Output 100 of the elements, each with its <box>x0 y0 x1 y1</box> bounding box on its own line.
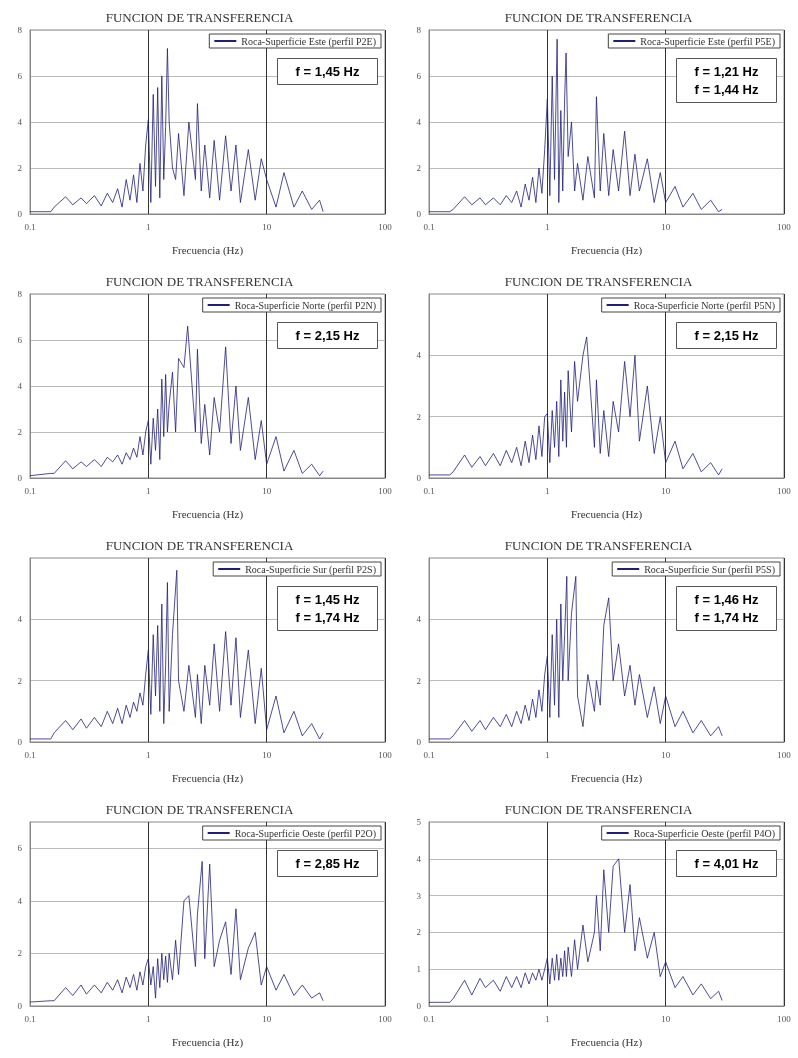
annotation: f = 1,45 Hz <box>295 592 360 607</box>
y-tick-label: 6 <box>17 71 23 81</box>
y-tick-label: 0 <box>17 1001 23 1011</box>
legend-label: Roca-Superficie Este (perfil P5E) <box>640 35 776 48</box>
x-axis-title: Frecuencia (Hz) <box>570 1035 643 1049</box>
chart-title: FUNCION DE TRANSFERENCIA <box>504 10 693 25</box>
x-tick-label: 10 <box>262 485 272 496</box>
y-tick-label: 1 <box>416 964 421 975</box>
legend-label: Roca-Superficie Norte (perfil P2N) <box>234 299 377 312</box>
y-tick-label: 8 <box>17 25 23 35</box>
x-tick-label: 0.1 <box>423 221 435 232</box>
x-tick-label: 100 <box>378 1013 393 1024</box>
x-tick-label: 0.1 <box>24 485 36 496</box>
legend-label: Roca-Superficie Sur (perfil P2S) <box>245 563 377 576</box>
x-tick-label: 100 <box>777 749 792 760</box>
x-tick-label: 1 <box>545 485 550 496</box>
x-tick-label: 0.1 <box>24 749 36 760</box>
x-tick-label: 1 <box>545 749 550 760</box>
x-tick-label: 100 <box>378 749 393 760</box>
x-tick-label: 10 <box>661 485 671 496</box>
y-tick-label: 0 <box>416 1001 422 1011</box>
y-tick-label: 3 <box>416 890 422 901</box>
x-tick-label: 1 <box>545 1013 550 1024</box>
y-tick-label: 2 <box>416 163 421 173</box>
x-tick-label: 100 <box>777 1013 792 1024</box>
chart-title: FUNCION DE TRANSFERENCIA <box>105 274 294 289</box>
y-tick-label: 0 <box>416 737 422 747</box>
x-tick-label: 0.1 <box>24 1013 36 1024</box>
x-axis-title: Frecuencia (Hz) <box>171 507 244 521</box>
x-tick-label: 100 <box>777 485 792 496</box>
y-tick-label: 2 <box>17 163 22 173</box>
annotation: f = 1,44 Hz <box>694 82 759 97</box>
y-tick-label: 0 <box>416 209 422 219</box>
y-tick-label: 4 <box>17 614 23 625</box>
annotation: f = 2,85 Hz <box>295 856 360 871</box>
annotation: f = 4,01 Hz <box>694 856 759 871</box>
x-tick-label: 10 <box>661 221 671 232</box>
annotation: f = 1,74 Hz <box>694 610 759 625</box>
chart-title: FUNCION DE TRANSFERENCIA <box>105 10 294 25</box>
x-tick-label: 10 <box>661 749 671 760</box>
y-tick-label: 2 <box>17 948 22 959</box>
x-tick-label: 1 <box>146 221 151 232</box>
y-tick-label: 0 <box>17 737 23 747</box>
y-tick-label: 4 <box>416 614 422 625</box>
y-tick-label: 4 <box>17 381 23 391</box>
y-tick-label: 8 <box>416 25 422 35</box>
legend-label: Roca-Superficie Oeste (perfil P4O) <box>633 827 776 840</box>
x-tick-label: 100 <box>777 221 792 232</box>
x-tick-label: 10 <box>661 1013 671 1024</box>
x-tick-label: 100 <box>378 221 393 232</box>
y-tick-label: 0 <box>17 209 23 219</box>
annotation: f = 1,74 Hz <box>295 610 360 625</box>
x-axis-title: Frecuencia (Hz) <box>570 243 643 257</box>
x-axis-title: Frecuencia (Hz) <box>570 771 643 785</box>
y-tick-label: 5 <box>416 817 422 827</box>
x-tick-label: 100 <box>378 485 393 496</box>
x-tick-label: 0.1 <box>423 1013 435 1024</box>
x-axis-title: Frecuencia (Hz) <box>171 243 244 257</box>
x-tick-label: 10 <box>262 1013 272 1024</box>
x-axis-title: Frecuencia (Hz) <box>171 1035 244 1049</box>
chart-title: FUNCION DE TRANSFERENCIA <box>504 538 693 553</box>
x-tick-label: 1 <box>146 485 151 496</box>
y-tick-label: 6 <box>416 71 422 81</box>
y-tick-label: 2 <box>416 411 421 422</box>
y-tick-label: 8 <box>17 289 23 299</box>
x-tick-label: 10 <box>262 221 272 232</box>
x-tick-label: 1 <box>146 749 151 760</box>
chart-title: FUNCION DE TRANSFERENCIA <box>105 538 294 553</box>
x-tick-label: 1 <box>146 1013 151 1024</box>
chart-title: FUNCION DE TRANSFERENCIA <box>504 802 693 817</box>
x-axis-title: Frecuencia (Hz) <box>570 507 643 521</box>
chart-title: FUNCION DE TRANSFERENCIA <box>504 274 693 289</box>
y-tick-label: 0 <box>416 473 422 483</box>
y-tick-label: 4 <box>416 117 422 127</box>
legend-label: Roca-Superficie Sur (perfil P5S) <box>644 563 776 576</box>
annotation: f = 1,21 Hz <box>694 64 759 79</box>
y-tick-label: 4 <box>17 117 23 127</box>
chart-title: FUNCION DE TRANSFERENCIA <box>105 802 294 817</box>
y-tick-label: 2 <box>416 927 421 938</box>
x-tick-label: 1 <box>545 221 550 232</box>
y-tick-label: 2 <box>17 427 22 437</box>
y-tick-label: 4 <box>416 853 422 864</box>
legend-label: Roca-Superficie Oeste (perfil P2O) <box>234 827 377 840</box>
x-tick-label: 0.1 <box>24 221 36 232</box>
legend-label: Roca-Superficie Norte (perfil P5N) <box>633 299 776 312</box>
annotation: f = 2,15 Hz <box>295 328 360 343</box>
annotation: f = 1,46 Hz <box>694 592 759 607</box>
y-tick-label: 6 <box>17 335 23 345</box>
y-tick-label: 0 <box>17 473 23 483</box>
y-tick-label: 4 <box>416 350 422 361</box>
x-tick-label: 0.1 <box>423 485 435 496</box>
legend-label: Roca-Superficie Este (perfil P2E) <box>241 35 377 48</box>
x-axis-title: Frecuencia (Hz) <box>171 771 244 785</box>
x-tick-label: 10 <box>262 749 272 760</box>
y-tick-label: 4 <box>17 895 23 906</box>
annotation: f = 2,15 Hz <box>694 328 759 343</box>
y-tick-label: 2 <box>17 675 22 686</box>
annotation: f = 1,45 Hz <box>295 64 360 79</box>
y-tick-label: 2 <box>416 675 421 686</box>
x-tick-label: 0.1 <box>423 749 435 760</box>
